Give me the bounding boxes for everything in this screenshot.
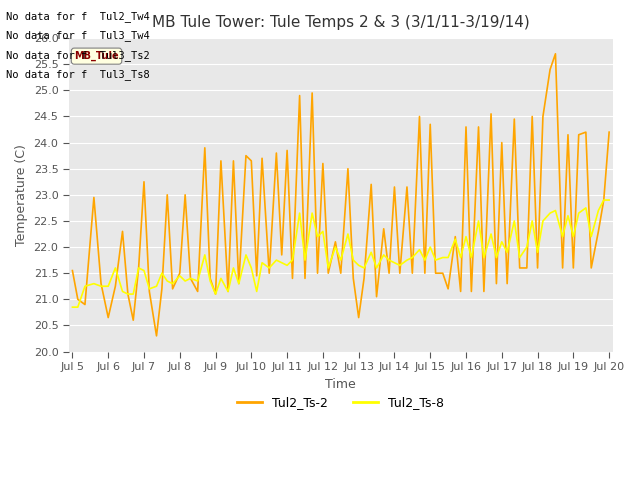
- Tul2_Ts-2: [605, 129, 613, 135]
- Tul2_Ts-2: [451, 234, 459, 240]
- Tul2_Ts-2: [153, 333, 161, 339]
- Text: No data for f  Tul3_Ts2: No data for f Tul3_Ts2: [6, 49, 150, 60]
- Tul2_Ts-2: [68, 268, 76, 274]
- Tul2_Ts-8: [235, 281, 243, 287]
- Line: Tul2_Ts-8: Tul2_Ts-8: [72, 200, 609, 307]
- Text: MB_Tule: MB_Tule: [74, 51, 119, 61]
- Y-axis label: Temperature (C): Temperature (C): [15, 144, 28, 246]
- Text: No data for f  Tul3_Ts8: No data for f Tul3_Ts8: [6, 69, 150, 80]
- Title: MB Tule Tower: Tule Temps 2 & 3 (3/1/11-3/19/14): MB Tule Tower: Tule Temps 2 & 3 (3/1/11-…: [152, 15, 530, 30]
- Tul2_Ts-8: [600, 197, 607, 203]
- Line: Tul2_Ts-2: Tul2_Ts-2: [72, 54, 609, 336]
- Tul2_Ts-8: [145, 286, 153, 292]
- Tul2_Ts-2: [145, 288, 153, 294]
- Tul2_Ts-2: [242, 153, 250, 158]
- Tul2_Ts-8: [605, 197, 613, 203]
- Text: No data for f  Tul2_Tw4: No data for f Tul2_Tw4: [6, 11, 150, 22]
- Tul2_Ts-8: [516, 254, 524, 260]
- Text: No data for f  Tul3_Tw4: No data for f Tul3_Tw4: [6, 30, 150, 41]
- Tul2_Ts-8: [529, 218, 536, 224]
- Tul2_Ts-2: [552, 51, 559, 57]
- Tul2_Ts-2: [523, 265, 531, 271]
- Tul2_Ts-2: [595, 228, 602, 234]
- Tul2_Ts-8: [582, 205, 589, 211]
- Tul2_Ts-2: [534, 265, 541, 271]
- Tul2_Ts-8: [68, 304, 76, 310]
- X-axis label: Time: Time: [325, 377, 356, 391]
- Legend: Tul2_Ts-2, Tul2_Ts-8: Tul2_Ts-2, Tul2_Ts-8: [232, 391, 449, 414]
- Tul2_Ts-8: [444, 254, 452, 260]
